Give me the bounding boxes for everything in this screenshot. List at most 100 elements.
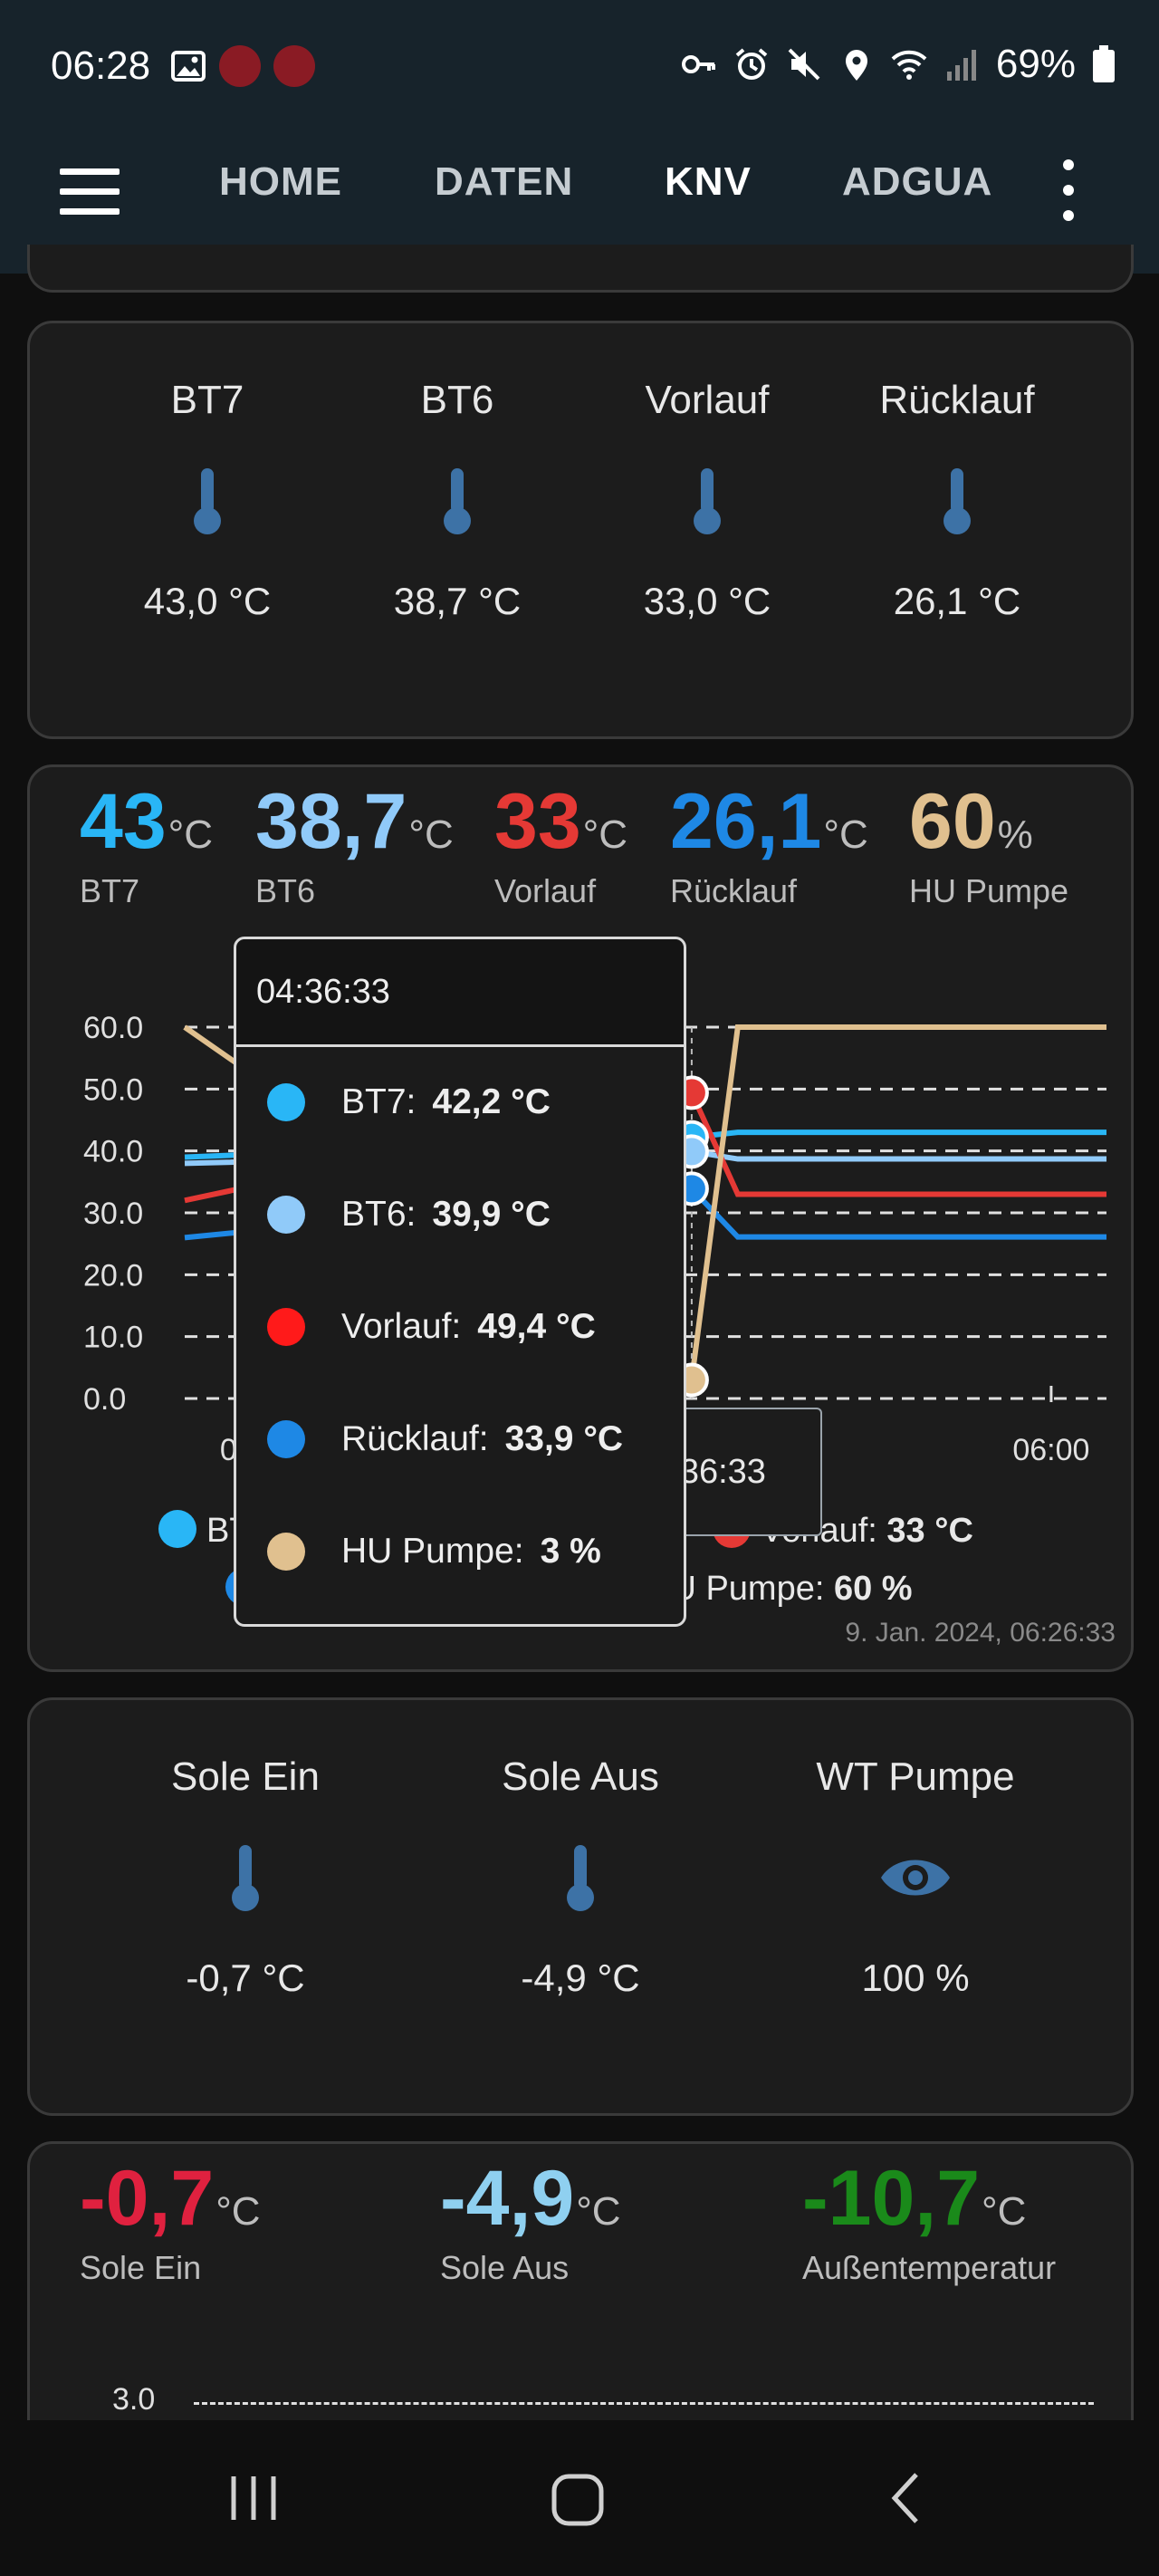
- sensor-title: BT6: [420, 378, 494, 422]
- wifi-icon: [891, 50, 927, 80]
- tooltip-value: 3 %: [540, 1532, 601, 1571]
- series-dot: [267, 1196, 305, 1234]
- sensor-vorlauf: Vorlauf 33,0 °C: [599, 378, 816, 623]
- bigvalue-number: 33: [494, 778, 581, 865]
- overflow-menu-button[interactable]: [1058, 158, 1079, 225]
- chart2-gridline: [194, 2402, 1094, 2405]
- bigvalue-sole-ein: -0,7°C Sole Ein: [80, 2154, 261, 2287]
- chart2-y-tick: 3.0: [112, 2382, 156, 2417]
- sensor-value: -0,7 °C: [186, 1956, 305, 1999]
- bigvalue-number: 43: [80, 778, 167, 865]
- tooltip-value: 33,9 °C: [504, 1419, 624, 1458]
- bigvalue-unit: °C: [168, 812, 214, 857]
- bigvalue-number: -4,9: [440, 2155, 575, 2242]
- bigvalue-label: Sole Aus: [440, 2249, 570, 2286]
- home-button[interactable]: [549, 2471, 607, 2529]
- bigvalue-bt7: 43°C BT7: [80, 777, 213, 910]
- tooltip-label: Rücklauf:: [341, 1419, 489, 1458]
- y-tick-label: 40.0: [83, 1135, 143, 1169]
- bigvalue-label: BT6: [255, 872, 316, 909]
- tab-knv[interactable]: KNV: [665, 159, 752, 204]
- sensor-value: 38,7 °C: [393, 580, 522, 622]
- bigvalue-bt6: 38,7°C BT6: [255, 777, 454, 910]
- bigvalue-sole-aus: -4,9°C Sole Aus: [440, 2154, 621, 2287]
- y-tick-label: 0.0: [83, 1382, 126, 1417]
- signal-icon: [946, 50, 976, 81]
- series-dot: [267, 1533, 305, 1571]
- bigvalue-unit: °C: [408, 812, 454, 857]
- thermometer-icon: [943, 468, 971, 534]
- bigvalue-number: -0,7: [80, 2155, 215, 2242]
- recent-apps-button[interactable]: [226, 2471, 281, 2525]
- legend-value: 60 %: [834, 1570, 913, 1608]
- location-icon: [845, 50, 867, 81]
- bigvalue-unit: °C: [823, 812, 868, 857]
- legend-item[interactable]: HU Pumpe: 60 %: [647, 1570, 913, 1608]
- series-dot: [267, 1083, 305, 1121]
- sensor-title: Rücklauf: [879, 378, 1035, 422]
- bigvalue-number: 60: [909, 778, 996, 865]
- tab-adgua[interactable]: ADGUA: [842, 159, 993, 204]
- system-navigation-bar: [0, 2420, 1159, 2576]
- sensor-value: -4,9 °C: [521, 1956, 640, 1999]
- y-tick-label: 20.0: [83, 1258, 143, 1293]
- bigvalue-unit: °C: [216, 2189, 261, 2234]
- sensor-title: Sole Ein: [171, 1754, 320, 1799]
- sensor-bt7: BT7 43,0 °C: [99, 378, 316, 623]
- tooltip-row: HU Pumpe: 3 %: [267, 1532, 601, 1572]
- sensor-sole-ein: Sole Ein -0,7 °C: [137, 1754, 354, 2000]
- bigvalue-label: Außentemperatur: [802, 2249, 1057, 2286]
- legend-dot: [158, 1510, 196, 1548]
- sensor-value: 33,0 °C: [643, 580, 771, 622]
- series-dot: [267, 1308, 305, 1346]
- sensor-title: Sole Aus: [502, 1754, 659, 1799]
- tooltip-label: BT6:: [341, 1195, 417, 1234]
- bigvalue-unit: °C: [982, 2189, 1027, 2234]
- sensor-ruecklauf: Rücklauf 26,1 °C: [848, 378, 1066, 623]
- bigvalue-label: Vorlauf: [494, 872, 597, 909]
- bigvalue-number: 38,7: [255, 778, 407, 865]
- tooltip-row: Vorlauf: 49,4 °C: [267, 1307, 596, 1347]
- battery-icon: [1093, 45, 1115, 82]
- bigvalue-ruecklauf: 26,1°C Rücklauf: [670, 777, 868, 910]
- sensor-value: 100 %: [861, 1956, 970, 1999]
- tooltip-value: 42,2 °C: [432, 1082, 551, 1121]
- sensor-value: 26,1 °C: [893, 580, 1021, 622]
- bigvalue-unit: °C: [576, 2189, 621, 2234]
- tooltip-value: 39,9 °C: [432, 1195, 551, 1234]
- tooltip-time: 04:36:33: [236, 939, 684, 1047]
- bigvalue-label: BT7: [80, 872, 140, 909]
- x-tick-label: 06:00: [1012, 1433, 1089, 1467]
- sensor-bt6: BT6 38,7 °C: [349, 378, 566, 623]
- bigvalue-label: HU Pumpe: [909, 872, 1069, 909]
- tab-daten[interactable]: DATEN: [435, 159, 574, 204]
- tab-home[interactable]: HOME: [219, 159, 342, 204]
- sensor-card-2: Sole Ein -0,7 °C Sole Aus -4,9 °C WT Pum…: [27, 1697, 1134, 2116]
- status-bar: 06:28 69%: [0, 0, 1159, 132]
- previous-card-edge: [27, 245, 1134, 293]
- bigvalue-number: 26,1: [670, 778, 822, 865]
- back-button[interactable]: [884, 2471, 929, 2525]
- eye-icon: [881, 1860, 950, 1896]
- alarm-icon: [735, 48, 768, 80]
- sensor-title: WT Pumpe: [816, 1754, 1015, 1799]
- bigvalue-unit: °C: [582, 812, 628, 857]
- tooltip-row: BT7: 42,2 °C: [267, 1082, 551, 1122]
- bigvalue-label: Sole Ein: [80, 2249, 202, 2286]
- app-notification-icon: [273, 45, 315, 87]
- bigvalue-label: Rücklauf: [670, 872, 798, 909]
- menu-button[interactable]: [60, 165, 120, 219]
- y-tick-label: 60.0: [83, 1011, 143, 1045]
- status-notification-icons: [170, 45, 315, 87]
- app-notification-icon: [219, 45, 261, 87]
- chart-tooltip: 04:36:33 BT7: 42,2 °C BT6: 39,9 °C Vorlauf…: [234, 937, 686, 1627]
- y-tick-label: 10.0: [83, 1321, 143, 1355]
- bigvalue-hu-pumpe: 60% HU Pumpe: [909, 777, 1068, 910]
- image-icon: [171, 51, 206, 82]
- status-time: 06:28: [51, 43, 151, 88]
- tooltip-row: BT6: 39,9 °C: [267, 1195, 551, 1235]
- sensor-value: 43,0 °C: [143, 580, 272, 622]
- tooltip-row: Rücklauf: 33,9 °C: [267, 1419, 623, 1459]
- mute-icon: [788, 48, 820, 81]
- sensor-sole-aus: Sole Aus -4,9 °C: [472, 1754, 689, 2000]
